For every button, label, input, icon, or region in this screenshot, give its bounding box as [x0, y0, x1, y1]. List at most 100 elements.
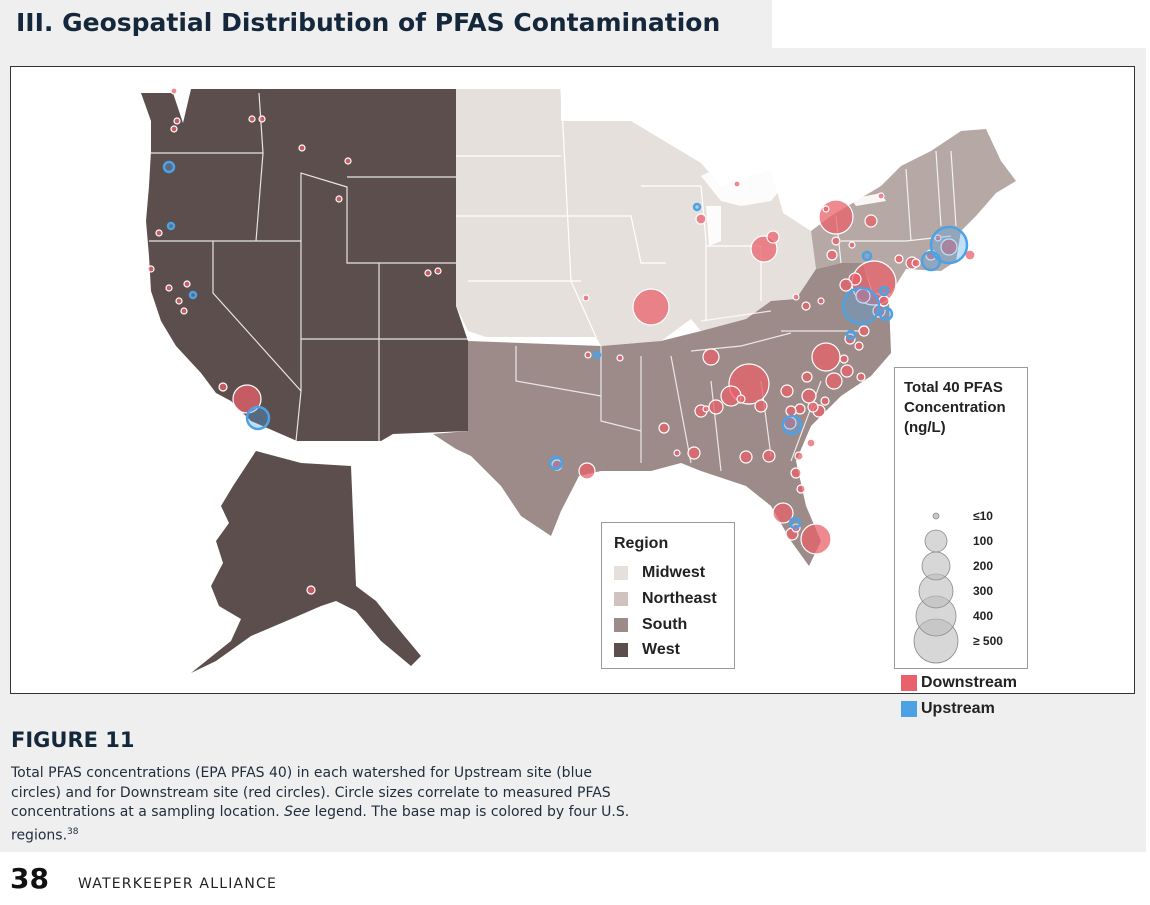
downstream-point — [839, 354, 849, 364]
header-band — [0, 0, 772, 48]
size-label-200: 200 — [973, 559, 994, 573]
map-frame: Region Midwest Northeast South West Tota… — [10, 66, 1135, 717]
upstream-label: Upstream — [921, 700, 995, 717]
downstream-point — [811, 342, 841, 372]
size-label-300: 300 — [973, 584, 994, 598]
upstream-point — [878, 306, 894, 322]
publisher-name: WATERKEEPER ALLIANCE — [78, 876, 278, 892]
downstream-point — [792, 293, 800, 301]
downstream-point — [180, 307, 188, 315]
region-swatch-south — [614, 618, 628, 632]
concentration-legend: Total 40 PFAS Concentration (ng/L) ≤10 1… — [894, 367, 1029, 717]
downstream-point — [839, 278, 853, 292]
region-label-south: South — [642, 616, 688, 633]
region-midwest — [456, 89, 816, 346]
caption-footnote-ref: 38 — [67, 826, 79, 837]
downstream-swatch — [901, 675, 917, 691]
points-upstream — [162, 160, 969, 530]
downstream-point — [858, 325, 870, 337]
downstream-point — [766, 230, 780, 244]
region-legend: Region Midwest Northeast South West — [601, 522, 735, 669]
upstream-point — [162, 160, 176, 174]
downstream-point — [934, 234, 942, 242]
downstream-point — [754, 399, 768, 413]
downstream-point — [818, 199, 854, 235]
downstream-point — [702, 405, 710, 413]
downstream-point — [780, 384, 794, 398]
west-state-borders — [149, 92, 468, 442]
downstream-point — [733, 180, 741, 188]
size-circle-200 — [921, 551, 951, 581]
region-legend-item-northeast: Northeast — [614, 589, 717, 609]
downstream-point — [801, 371, 813, 383]
downstream-point — [218, 382, 228, 392]
legend-upstream: Upstream — [901, 700, 995, 718]
region-label-northeast: Northeast — [642, 590, 717, 607]
downstream-point — [794, 403, 806, 415]
downstream-point — [658, 422, 670, 434]
downstream-point — [739, 450, 753, 464]
region-legend-item-south: South — [614, 615, 687, 635]
downstream-point — [170, 87, 178, 95]
downstream-point — [434, 267, 442, 275]
downstream-point — [335, 195, 343, 203]
downstream-point — [801, 388, 817, 404]
downstream-point — [785, 405, 797, 417]
region-legend-item-west: West — [614, 640, 680, 660]
region-legend-item-midwest: Midwest — [614, 563, 705, 583]
downstream-point — [854, 341, 864, 351]
alaska — [191, 451, 421, 673]
figure-caption: Total PFAS concentrations (EPA PFAS 40) … — [11, 764, 631, 846]
downstream-point — [298, 144, 306, 152]
downstream-point — [806, 438, 816, 448]
downstream-point — [790, 467, 802, 479]
upstream-point — [788, 516, 802, 530]
size-label-10: ≤10 — [973, 509, 993, 523]
downstream-point — [848, 272, 862, 286]
downstream-point — [165, 284, 173, 292]
downstream-point — [877, 192, 885, 200]
downstream-point — [170, 125, 178, 133]
downstream-point — [762, 449, 776, 463]
upstream-point — [592, 350, 602, 360]
region-northeast — [811, 129, 1016, 293]
downstream-point — [673, 449, 681, 457]
concentration-title-line2: Concentration — [904, 399, 1006, 416]
downstream-point — [911, 258, 921, 268]
downstream-point — [822, 205, 830, 213]
downstream-point — [183, 280, 191, 288]
downstream-point — [736, 394, 746, 404]
downstream-point — [424, 269, 432, 277]
downstream-point — [632, 288, 670, 326]
downstream-point — [248, 115, 256, 123]
downstream-point — [772, 502, 794, 524]
upstream-point — [188, 290, 198, 300]
downstream-point — [864, 214, 878, 228]
upstream-point — [878, 285, 890, 297]
upstream-point — [845, 329, 857, 341]
downstream-point — [155, 229, 163, 237]
caption-text-2: legend. The base map is colored by four … — [11, 804, 630, 844]
page-number: 38 — [10, 862, 49, 895]
concentration-title-line3: (ng/L) — [904, 419, 946, 436]
downstream-point — [344, 157, 352, 165]
size-label-400: 400 — [973, 609, 994, 623]
downstream-point — [708, 399, 724, 415]
downstream-point — [940, 238, 958, 256]
downstream-point — [578, 462, 596, 480]
downstream-point — [894, 254, 904, 264]
downstream-point — [801, 301, 811, 311]
downstream-point — [796, 484, 806, 494]
downstream-point — [817, 297, 825, 305]
downstream-point — [695, 213, 707, 225]
downstream-point — [582, 294, 590, 302]
downstream-point — [687, 446, 701, 460]
concentration-legend-title: Total 40 PFAS Concentration (ng/L) — [904, 378, 1029, 438]
upstream-point — [929, 225, 969, 265]
region-swatch-west — [614, 643, 628, 657]
upstream-point — [781, 414, 803, 436]
downstream-point — [856, 372, 866, 382]
points-downstream — [147, 87, 976, 595]
upstream-point — [166, 221, 176, 231]
region-label-midwest: Midwest — [642, 564, 706, 581]
